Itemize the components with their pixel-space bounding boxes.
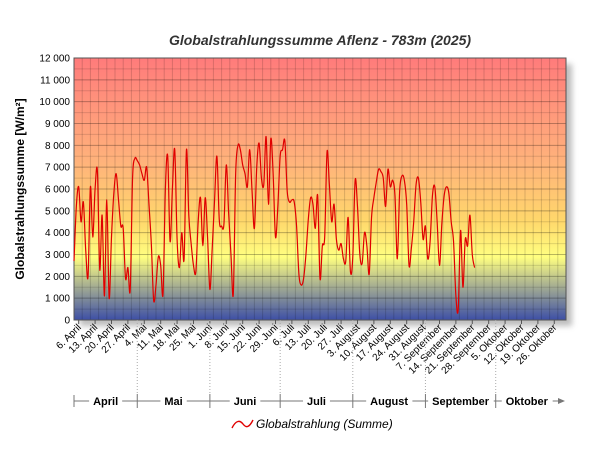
y-axis: 0 1 000 2 000 3 000 4 000 5 000 6 000 7 000 8 00… — [39, 54, 70, 327]
y-axis-label: Globalstrahlungssumme [W/m²] — [13, 98, 27, 279]
y-tick-label: 2 000 — [45, 272, 70, 283]
legend-label: Globalstrahlung (Summe) — [256, 417, 393, 431]
series-line — [73, 135, 476, 314]
series-layer — [73, 135, 476, 314]
chart-title: Globalstrahlungssumme Aflenz - 783m (202… — [169, 32, 471, 48]
month-label: Mai — [164, 396, 182, 408]
month-label-bg — [303, 395, 330, 409]
month-label-bg — [89, 395, 123, 409]
month-label: Oktober — [506, 396, 549, 408]
month-label-bg — [501, 395, 553, 409]
month-label: Juni — [234, 396, 257, 408]
y-tick-label: 7 000 — [45, 163, 70, 174]
month-label-bg — [160, 395, 187, 409]
month-label-bg — [229, 395, 261, 409]
y-tick-label: 10 000 — [39, 97, 70, 108]
month-label: September — [432, 396, 490, 408]
y-tick-label: 1 000 — [45, 294, 70, 305]
month-label: August — [370, 396, 408, 408]
y-tick-label: 3 000 — [45, 250, 70, 261]
legend-swatch — [231, 419, 254, 429]
month-label: April — [93, 396, 118, 408]
y-tick-label: 11 000 — [40, 75, 70, 86]
y-tick-label: 9 000 — [45, 119, 70, 130]
y-tick-label: 8 000 — [45, 141, 70, 152]
legend: Globalstrahlung (Summe) — [231, 417, 393, 431]
y-tick-label: 12 000 — [39, 54, 70, 65]
month-label-bg — [366, 395, 413, 409]
month-axis-arrow — [558, 398, 565, 404]
month-label-bg — [428, 395, 494, 409]
grid — [73, 57, 567, 321]
y-tick-label: 6 000 — [45, 185, 70, 196]
y-tick-label: 0 — [64, 316, 70, 327]
month-axis: April Mai Juni Juli August September Oktober — [73, 320, 565, 409]
plot-border — [73, 57, 567, 321]
y-tick-label: 4 000 — [45, 228, 70, 239]
month-label: Juli — [307, 396, 326, 408]
y-tick-label: 5 000 — [45, 206, 70, 217]
